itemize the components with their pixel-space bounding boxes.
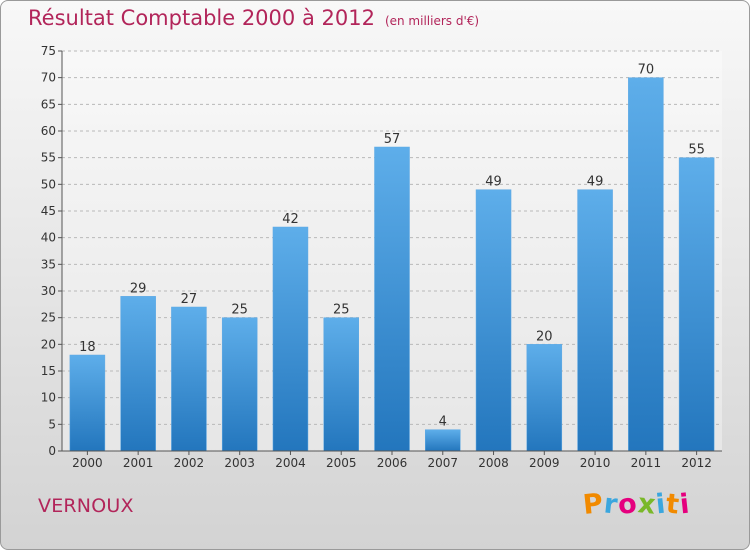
bar-2000 <box>69 354 106 452</box>
y-tick-label: 65 <box>41 97 56 111</box>
y-tick-label: 75 <box>41 44 56 58</box>
y-tick-label: 0 <box>48 444 56 458</box>
y-tick-label: 20 <box>41 337 56 351</box>
bar-2007 <box>425 429 461 452</box>
bar-2004 <box>272 226 309 452</box>
data-label-2003: 25 <box>231 303 248 318</box>
data-label-2004: 42 <box>282 212 299 227</box>
bar-2009 <box>526 344 563 452</box>
data-label-2005: 25 <box>333 303 350 318</box>
x-tick-label-2007: 2007 <box>427 456 458 470</box>
y-tick-label: 15 <box>41 364 56 378</box>
x-tick-label-2006: 2006 <box>377 456 408 470</box>
bar-2001 <box>120 296 156 452</box>
x-tick-label-2005: 2005 <box>326 456 357 470</box>
y-tick-label: 10 <box>41 391 56 405</box>
bar-2011 <box>628 77 664 452</box>
chart-title-text: Résultat Comptable 2000 à 2012 <box>28 6 375 30</box>
y-tick-label: 60 <box>41 124 56 138</box>
data-label-2012: 55 <box>688 143 705 158</box>
bar-2010 <box>577 189 613 452</box>
x-tick-label-2004: 2004 <box>275 456 306 470</box>
data-label-2008: 49 <box>485 175 502 190</box>
x-tick-label-2012: 2012 <box>681 456 712 470</box>
x-tick-label-2003: 2003 <box>224 456 255 470</box>
x-tick-label-2000: 2000 <box>72 456 103 470</box>
bar-2005 <box>323 317 359 452</box>
x-tick-label-2002: 2002 <box>174 456 205 470</box>
y-tick-label: 40 <box>41 231 56 245</box>
y-tick-label: 70 <box>41 71 56 85</box>
x-tick-label-2009: 2009 <box>529 456 560 470</box>
y-tick-label: 30 <box>41 284 56 298</box>
data-label-2000: 18 <box>79 340 96 355</box>
bar-2002 <box>171 306 207 452</box>
x-tick-label-2008: 2008 <box>478 456 509 470</box>
y-tick-label: 50 <box>41 177 56 191</box>
bar-2003 <box>221 317 258 452</box>
y-tick-label: 25 <box>41 311 56 325</box>
data-label-2009: 20 <box>536 329 553 344</box>
bar-2012 <box>678 157 715 452</box>
data-label-2006: 57 <box>384 132 401 147</box>
bar-2006 <box>374 146 410 452</box>
chart-subtitle: (en milliers d'€) <box>384 14 480 28</box>
y-tick-label: 55 <box>41 151 56 165</box>
y-tick-label: 35 <box>41 257 56 271</box>
x-tick-label-2001: 2001 <box>123 456 154 470</box>
data-label-2002: 27 <box>181 292 198 307</box>
data-label-2011: 70 <box>638 63 655 78</box>
commune-name: VERNOUX <box>38 495 134 517</box>
bar-2008 <box>475 189 512 452</box>
data-label-2001: 29 <box>130 281 147 296</box>
data-label-2007: 4 <box>439 415 447 430</box>
x-tick-label-2010: 2010 <box>580 456 611 470</box>
x-tick-label-2011: 2011 <box>631 456 662 470</box>
chart-title: Résultat Comptable 2000 à 2012 (en millie… <box>28 6 479 30</box>
proxiti-logo: Proxiti <box>581 488 693 521</box>
data-label-2010: 49 <box>587 175 604 190</box>
logo-letter: i <box>678 488 693 521</box>
y-tick-label: 5 <box>48 417 56 431</box>
y-tick-label: 45 <box>41 204 56 218</box>
